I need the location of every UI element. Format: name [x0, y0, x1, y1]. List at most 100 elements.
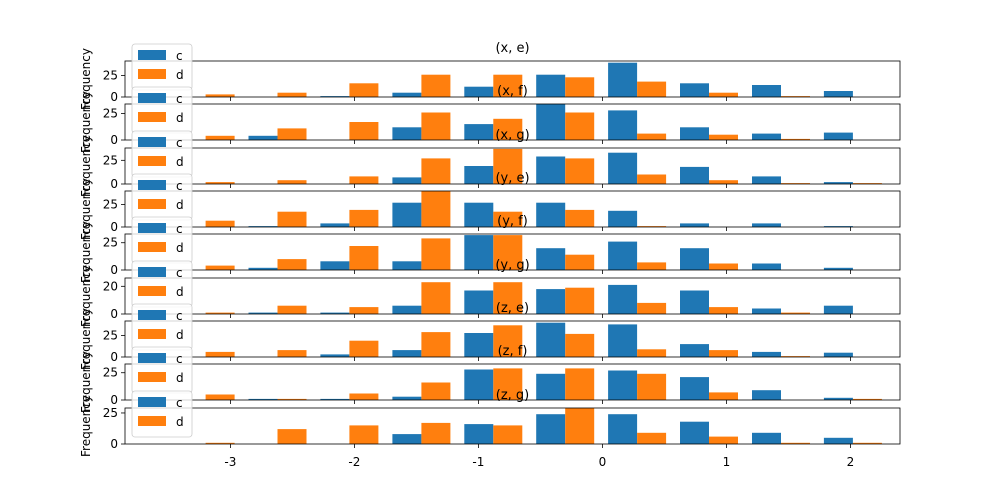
y-axis-label: Frequency — [79, 178, 93, 240]
bar-c-6 — [608, 370, 638, 400]
bar-d-5 — [565, 333, 595, 357]
bar-d-9 — [852, 398, 882, 400]
bar-d-6 — [637, 432, 667, 444]
legend-label-d: d — [176, 198, 184, 212]
bar-c-9 — [823, 267, 853, 270]
bar-d-2 — [349, 209, 379, 227]
bar-d-3 — [421, 282, 451, 314]
legend-swatch-c — [138, 310, 166, 320]
bar-d-7 — [709, 180, 738, 184]
legend-label-d: d — [176, 285, 184, 299]
bar-c-6 — [608, 414, 638, 444]
bar-c-8 — [752, 432, 781, 444]
bar-c-3 — [392, 305, 422, 314]
bar-d-4 — [493, 425, 523, 444]
bar-c-7 — [680, 127, 709, 140]
bar-c-6 — [608, 284, 638, 314]
bar-c-3 — [392, 127, 422, 140]
bar-d-1 — [277, 180, 307, 184]
y-tick-label: 25 — [103, 153, 118, 167]
bar-c-8 — [752, 390, 781, 400]
bar-c-7 — [680, 166, 709, 184]
bar-d-3 — [421, 382, 451, 400]
subplot-0: 0 25 Frequency cd (x, e) — [79, 41, 901, 110]
bar-d-8 — [781, 183, 810, 184]
bar-d-6 — [637, 373, 667, 400]
y-tick-label: 25 — [103, 107, 118, 121]
x-tick-label: -1 — [472, 455, 484, 469]
bar-d-4 — [493, 148, 523, 184]
bar-c-8 — [752, 133, 781, 140]
legend-label-d: d — [176, 111, 184, 125]
legend-label-c: c — [176, 136, 183, 150]
axes-frame — [124, 407, 901, 445]
bar-c-5 — [536, 74, 566, 97]
bar-c-4 — [464, 202, 494, 227]
legend-label-c: c — [176, 396, 183, 410]
bar-d-8 — [781, 442, 810, 444]
bar-d-8 — [781, 312, 810, 314]
y-tick-label: 0 — [110, 437, 118, 451]
bar-d-5 — [565, 254, 595, 270]
bar-c-5 — [536, 373, 566, 400]
bar-d-2 — [349, 393, 379, 400]
bar-d-7 — [709, 92, 738, 97]
bar-d-2 — [349, 425, 379, 444]
legend-swatch-c — [138, 267, 166, 277]
subplot-title: (z, f) — [498, 344, 528, 359]
bar-d-4 — [493, 211, 523, 227]
subplot-title: (y, e) — [495, 171, 529, 186]
bar-d-7 — [709, 307, 738, 314]
bar-c-6 — [608, 110, 638, 140]
bar-d-3 — [421, 158, 451, 184]
legend-label-c: c — [176, 309, 183, 323]
bar-c-7 — [680, 421, 709, 444]
bar-d-2 — [349, 83, 379, 97]
bar-d-5 — [565, 77, 595, 97]
bar-d-5 — [565, 209, 595, 227]
bar-d-1 — [277, 398, 307, 400]
axes-frame — [124, 147, 901, 185]
bar-c-7 — [680, 248, 709, 270]
bar-d-9 — [852, 442, 882, 444]
bar-c-4 — [464, 124, 494, 140]
bar-c-8 — [752, 351, 781, 357]
bar-c-9 — [823, 397, 853, 400]
bar-d-1 — [277, 429, 307, 444]
bar-d-6 — [637, 226, 667, 227]
y-tick-label: 0 — [110, 263, 118, 277]
y-axis-label: Frequency — [79, 135, 93, 197]
bar-d-6 — [637, 174, 667, 184]
bar-c-3 — [392, 350, 422, 357]
y-tick-label: 25 — [103, 198, 118, 212]
bar-d-1 — [277, 92, 307, 97]
bar-c-3 — [392, 177, 422, 184]
bar-d-0 — [205, 94, 235, 97]
bar-d-7 — [709, 263, 738, 270]
bar-c-9 — [823, 226, 853, 227]
bar-c-8 — [752, 85, 781, 97]
axes-frame — [124, 103, 901, 141]
axes-frame — [124, 320, 901, 358]
legend: cd — [131, 260, 193, 308]
subplot-title: (x, g) — [495, 128, 529, 143]
bar-d-0 — [205, 220, 235, 227]
subplot-title: (z, e) — [496, 301, 529, 316]
bar-d-3 — [421, 74, 451, 97]
axes-frame — [124, 60, 901, 98]
bar-c-4 — [464, 166, 494, 184]
bar-c-8 — [752, 263, 781, 270]
bar-d-0 — [205, 182, 235, 184]
bar-d-0 — [205, 442, 235, 444]
y-tick-label: 20 — [103, 279, 118, 293]
legend-swatch-c — [138, 223, 166, 233]
bar-c-6 — [608, 324, 638, 357]
bar-d-9 — [852, 183, 882, 184]
bar-d-3 — [421, 332, 451, 357]
bar-d-0 — [205, 135, 235, 140]
bar-c-5 — [536, 414, 566, 444]
bar-d-3 — [421, 112, 451, 140]
bar-c-6 — [608, 241, 638, 270]
